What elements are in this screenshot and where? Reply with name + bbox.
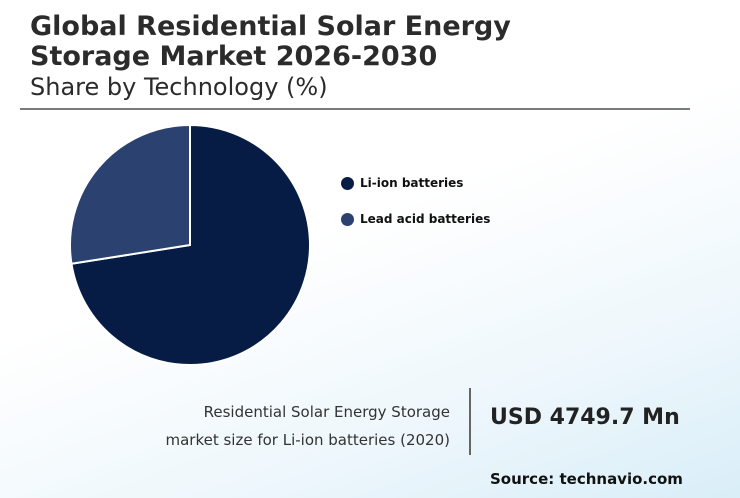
chart-title-line2: Storage Market 2026-2030 [30,41,438,72]
title-block: Global Residential Solar Energy Storage … [30,12,511,102]
market-size-label-line1: Residential Solar Energy Storage [203,403,450,421]
legend-label-li-ion: Li-ion batteries [360,176,464,190]
legend-swatch-li-ion [341,176,354,190]
pie-chart [69,123,311,366]
legend: Li-ion batteries Lead acid batteries [341,174,490,246]
source-credit: Source: technavio.com [490,470,683,488]
legend-label-lead-acid: Lead acid batteries [360,212,491,226]
legend-swatch-lead-acid [341,212,354,226]
header-divider [20,108,690,110]
market-divider [469,388,471,455]
legend-item-li-ion: Li-ion batteries [341,174,490,192]
chart-title-line1: Global Residential Solar Energy [30,11,511,42]
chart-subtitle: Share by Technology (%) [30,73,328,101]
market-size-label-line2: market size for Li-ion batteries (2020) [165,431,450,449]
pie-slice-lead-acid-batteries [69,123,191,265]
legend-item-lead-acid: Lead acid batteries [341,210,490,228]
market-size-value: USD 4749.7 Mn [490,405,680,430]
market-size-label: Residential Solar Energy Storage market … [165,398,450,454]
